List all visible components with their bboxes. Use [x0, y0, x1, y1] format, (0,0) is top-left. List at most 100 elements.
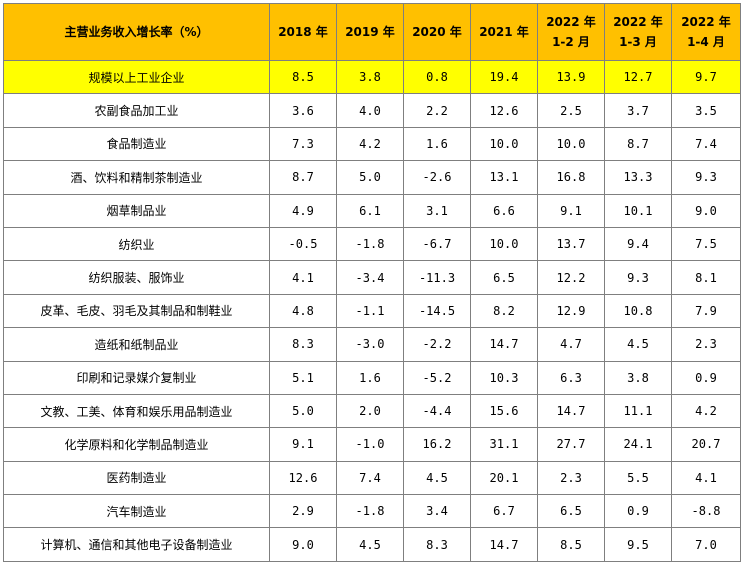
industry-name-cell: 规模以上工业企业 [3, 59, 270, 95]
industry-name-cell: 计算机、通信和其他电子设备制造业 [3, 527, 270, 562]
value-cell: 9.3 [604, 260, 672, 295]
value-cell: 5.0 [269, 393, 337, 429]
value-cell: 4.9 [269, 193, 337, 228]
value-cell: 9.1 [269, 427, 337, 462]
value-cell: 6.7 [470, 494, 538, 529]
industry-name-cell: 酒、饮料和精制茶制造业 [3, 160, 270, 195]
value-cell: 3.8 [336, 59, 404, 95]
value-cell: 12.6 [470, 93, 538, 128]
industry-name-cell: 纺织业 [3, 226, 270, 262]
table-row: 医药制造业 12.6 7.4 4.5 20.1 2.3 5.5 4.1 [3, 460, 741, 496]
value-cell: -6.7 [403, 226, 471, 262]
value-cell: 11.1 [604, 393, 672, 429]
value-cell: 8.3 [269, 327, 337, 362]
header-row: 主营业务收入增长率（%） 2018 年 2019 年 2020 年 2021 年… [3, 3, 741, 61]
industry-name-cell: 造纸和纸制品业 [3, 327, 270, 362]
value-cell: 3.6 [269, 93, 337, 128]
value-cell: 8.7 [269, 160, 337, 195]
value-cell: 10.0 [470, 126, 538, 162]
value-cell: 9.1 [537, 193, 605, 228]
header-period: 2020 年 [403, 3, 471, 61]
value-cell: 4.5 [403, 460, 471, 496]
value-cell: 4.2 [671, 393, 741, 429]
value-cell: 4.0 [336, 93, 404, 128]
value-cell: 13.7 [537, 226, 605, 262]
table-row: 酒、饮料和精制茶制造业 8.7 5.0 -2.6 13.1 16.8 13.3 9.3 [3, 160, 741, 195]
value-cell: 8.2 [470, 293, 538, 329]
header-title: 主营业务收入增长率（%） [3, 3, 270, 61]
value-cell: 8.3 [403, 527, 471, 562]
value-cell: 14.7 [537, 393, 605, 429]
industry-name-cell: 食品制造业 [3, 126, 270, 162]
value-cell: -1.8 [336, 226, 404, 262]
industry-name-cell: 烟草制品业 [3, 193, 270, 228]
value-cell: 7.3 [269, 126, 337, 162]
value-cell: 6.3 [537, 360, 605, 395]
table-row: 皮革、毛皮、羽毛及其制品和制鞋业 4.8 -1.1 -14.5 8.2 12.9 10.8 7… [3, 293, 741, 329]
value-cell: 31.1 [470, 427, 538, 462]
value-cell: 8.5 [269, 59, 337, 95]
industry-name-cell: 医药制造业 [3, 460, 270, 496]
header-period: 2018 年 [269, 3, 337, 61]
value-cell: -0.5 [269, 226, 337, 262]
value-cell: 0.8 [403, 59, 471, 95]
value-cell: 4.8 [269, 293, 337, 329]
value-cell: 12.7 [604, 59, 672, 95]
value-cell: 2.0 [336, 393, 404, 429]
value-cell: 19.4 [470, 59, 538, 95]
value-cell: 3.4 [403, 494, 471, 529]
value-cell: 24.1 [604, 427, 672, 462]
value-cell: 0.9 [604, 494, 672, 529]
value-cell: 7.0 [671, 527, 741, 562]
value-cell: -1.1 [336, 293, 404, 329]
value-cell: 10.0 [537, 126, 605, 162]
industry-name-cell: 汽车制造业 [3, 494, 270, 529]
value-cell: 9.0 [671, 193, 741, 228]
value-cell: 1.6 [336, 360, 404, 395]
value-cell: -1.8 [336, 494, 404, 529]
value-cell: 13.3 [604, 160, 672, 195]
value-cell: 2.2 [403, 93, 471, 128]
header-period: 2022 年 1-3 月 [604, 3, 672, 61]
value-cell: 10.0 [470, 226, 538, 262]
table-container: 主营业务收入增长率（%） 2018 年 2019 年 2020 年 2021 年… [3, 3, 741, 562]
value-cell: 7.5 [671, 226, 741, 262]
value-cell: 16.2 [403, 427, 471, 462]
header-period: 2019 年 [336, 3, 404, 61]
value-cell: 2.3 [671, 327, 741, 362]
value-cell: 12.2 [537, 260, 605, 295]
value-cell: 7.4 [336, 460, 404, 496]
value-cell: 8.5 [537, 527, 605, 562]
value-cell: 6.5 [470, 260, 538, 295]
industry-name-cell: 农副食品加工业 [3, 93, 270, 128]
header-period: 2022 年 1-4 月 [671, 3, 741, 61]
industry-name-cell: 皮革、毛皮、羽毛及其制品和制鞋业 [3, 293, 270, 329]
table-body: 规模以上工业企业 8.5 3.8 0.8 19.4 13.9 12.7 9.7 农副食品加工业 3… [3, 59, 741, 562]
table-row: 计算机、通信和其他电子设备制造业 9.0 4.5 8.3 14.7 8.5 9.5 7.0 [3, 527, 741, 562]
value-cell: 5.0 [336, 160, 404, 195]
table-row: 纺织业 -0.5 -1.8 -6.7 10.0 13.7 9.4 7.5 [3, 226, 741, 262]
value-cell: 6.6 [470, 193, 538, 228]
value-cell: 7.9 [671, 293, 741, 329]
value-cell: 8.7 [604, 126, 672, 162]
value-cell: -3.0 [336, 327, 404, 362]
table-row: 农副食品加工业 3.6 4.0 2.2 12.6 2.5 3.7 3.5 [3, 93, 741, 128]
value-cell: 14.7 [470, 327, 538, 362]
value-cell: 20.1 [470, 460, 538, 496]
value-cell: 7.4 [671, 126, 741, 162]
header-period: 2021 年 [470, 3, 538, 61]
industry-name-cell: 纺织服装、服饰业 [3, 260, 270, 295]
industry-name-cell: 印刷和记录媒介复制业 [3, 360, 270, 395]
value-cell: 15.6 [470, 393, 538, 429]
value-cell: 12.6 [269, 460, 337, 496]
value-cell: 9.4 [604, 226, 672, 262]
value-cell: 27.7 [537, 427, 605, 462]
value-cell: 1.6 [403, 126, 471, 162]
value-cell: 9.5 [604, 527, 672, 562]
value-cell: 4.5 [336, 527, 404, 562]
value-cell: 9.3 [671, 160, 741, 195]
value-cell: -8.8 [671, 494, 741, 529]
value-cell: 10.8 [604, 293, 672, 329]
value-cell: 13.1 [470, 160, 538, 195]
value-cell: 10.1 [604, 193, 672, 228]
